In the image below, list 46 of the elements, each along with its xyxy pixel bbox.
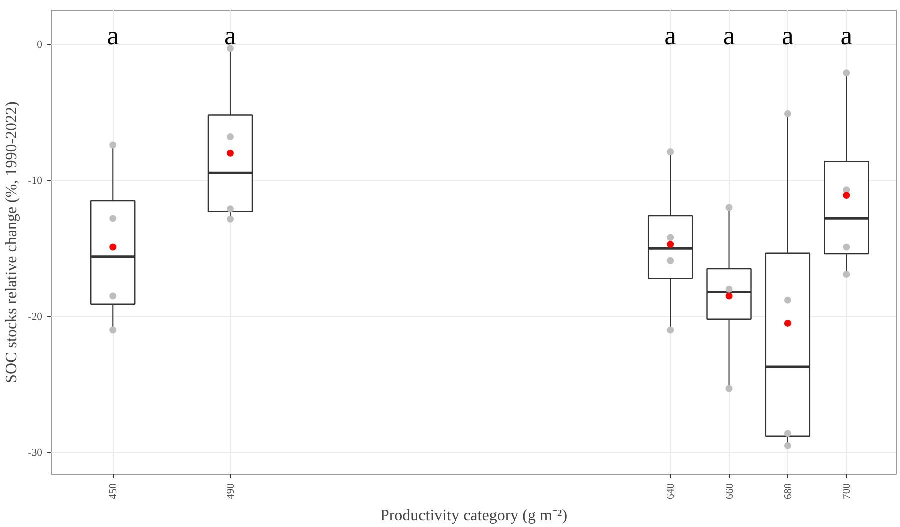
point — [226, 134, 234, 141]
point — [843, 192, 850, 200]
point — [726, 385, 733, 392]
point — [667, 241, 674, 248]
y-tick-label: -30 — [28, 448, 43, 460]
x-tick-label: 680 — [783, 484, 794, 500]
x-tick-label: 660 — [724, 484, 736, 500]
y-tick-label: -20 — [28, 312, 43, 324]
point — [110, 326, 117, 334]
point — [226, 45, 234, 52]
point — [784, 110, 792, 118]
point — [110, 215, 117, 222]
point — [226, 216, 234, 223]
point — [226, 206, 234, 213]
point — [110, 292, 117, 300]
point — [726, 204, 733, 212]
annotation: a — [782, 20, 794, 50]
point — [784, 442, 792, 450]
point — [784, 320, 792, 327]
point — [667, 234, 674, 242]
annotation: a — [723, 20, 736, 50]
point — [226, 150, 234, 157]
annotation: a — [224, 20, 237, 50]
x-tick-label: 700 — [842, 484, 854, 500]
x-tick-label: 490 — [226, 484, 237, 500]
annotation: a — [107, 20, 120, 50]
point — [784, 296, 792, 304]
annotation: a — [664, 20, 677, 50]
point — [667, 257, 674, 264]
point — [110, 142, 117, 149]
point — [843, 244, 850, 251]
x-tick-label: 640 — [666, 484, 678, 500]
point — [726, 286, 733, 293]
annotation: a — [840, 20, 853, 50]
point — [110, 244, 117, 251]
point — [843, 70, 850, 77]
y-tick-label: 0 — [37, 40, 42, 52]
x-axis-title: Productivity category (g m⁻²) — [380, 507, 568, 524]
point — [843, 270, 850, 278]
y-tick-label: -10 — [28, 176, 43, 188]
y-axis-title: SOC stocks relative change (%, 1990-2022) — [3, 102, 20, 384]
point — [667, 326, 674, 334]
point — [726, 292, 733, 300]
point — [784, 430, 792, 438]
x-tick-label: 450 — [108, 484, 120, 500]
point — [667, 148, 674, 156]
